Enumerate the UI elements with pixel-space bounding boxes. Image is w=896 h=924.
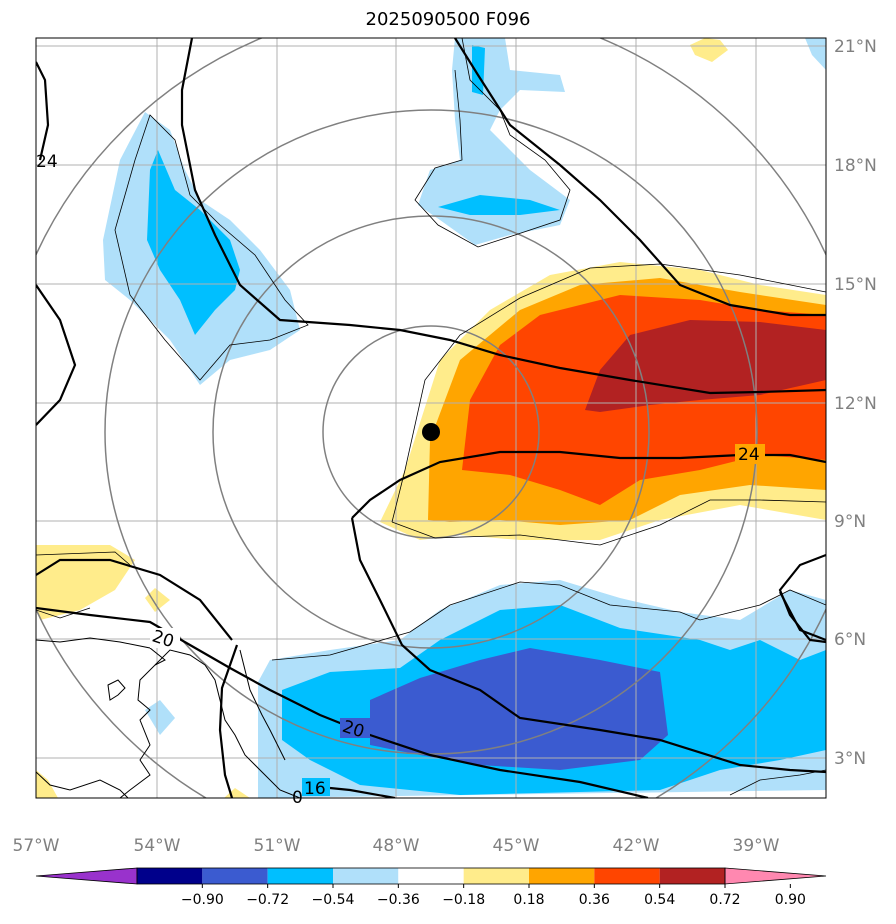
colorbar-extend-high	[724, 867, 827, 885]
map-title: 2025090500 F096	[365, 9, 531, 30]
colorbar-tick-label: 0.18	[513, 892, 544, 908]
contour-label-16: 16	[304, 779, 326, 799]
colorbar-extend-low	[35, 867, 138, 885]
colorbar-tick-label: −0.90	[181, 892, 224, 908]
colorbar-segment	[463, 868, 529, 884]
lat-tick: 6°N	[834, 630, 866, 650]
positive-patch-west	[36, 545, 135, 620]
storm-center-marker	[422, 423, 440, 441]
lat-tick: 3°N	[834, 749, 866, 769]
colorbar-segment	[267, 868, 333, 884]
colorbar-tick-label: 0.36	[579, 892, 610, 908]
lat-tick: 15°N	[834, 275, 877, 295]
thick-contours	[36, 38, 826, 798]
colorbar-outline	[136, 867, 726, 885]
colorbar-segment	[398, 868, 464, 884]
lon-tick: 42°W	[613, 836, 660, 856]
lon-tick: 57°W	[13, 836, 60, 856]
colorbar: −0.90 −0.72 −0.54 −0.36 −0.18 0.18 0.36 0.54 0.7…	[35, 867, 827, 908]
plot-frame	[35, 37, 827, 799]
range-rings	[36, 38, 826, 798]
lat-tick: 12°N	[834, 394, 877, 414]
colorbar-tick-label: 0.90	[775, 892, 806, 908]
lat-tick: 21°N	[834, 37, 877, 57]
lon-tick: 51°W	[254, 836, 301, 856]
lat-tick-labels: 3°N 6°N 9°N 12°N 15°N 18°N 21°N	[834, 37, 877, 769]
colorbar-segment	[137, 868, 203, 884]
colorbar-segment	[594, 868, 660, 884]
colorbar-tick-label: −0.18	[442, 892, 485, 908]
anomaly-outlines	[36, 38, 826, 796]
lon-tick: 48°W	[373, 836, 420, 856]
colorbar-tick-label: 0.72	[709, 892, 740, 908]
colorbar-segment	[202, 868, 268, 884]
colorbar-tick-label: −0.54	[312, 892, 355, 908]
lon-tick: 45°W	[493, 836, 540, 856]
coastlines	[36, 637, 301, 798]
colorbar-segment	[333, 868, 399, 884]
lon-tick-labels: 57°W 54°W 51°W 48°W 45°W 42°W 39°W	[13, 836, 780, 856]
contour-label-24-west: 24	[36, 152, 58, 172]
positive-anomaly-region	[380, 262, 826, 540]
contour-label-24-east: 24	[738, 445, 760, 465]
colorbar-tick-label: −0.36	[377, 892, 420, 908]
contour-labels: 24 24 20 20 16 0	[36, 152, 765, 808]
colorbar-tick-label: 0.54	[644, 892, 675, 908]
negative-anomaly-northwest	[103, 112, 300, 385]
colorbar-segment	[529, 868, 595, 884]
lon-tick: 54°W	[134, 836, 181, 856]
lat-tick: 18°N	[834, 156, 877, 176]
negative-patch-small	[145, 700, 175, 735]
colorbar-segment	[659, 868, 725, 884]
lat-tick: 9°N	[834, 512, 866, 532]
colorbar-tick-label: −0.72	[246, 892, 289, 908]
lon-tick: 39°W	[733, 836, 780, 856]
positive-patch-north	[690, 38, 728, 62]
